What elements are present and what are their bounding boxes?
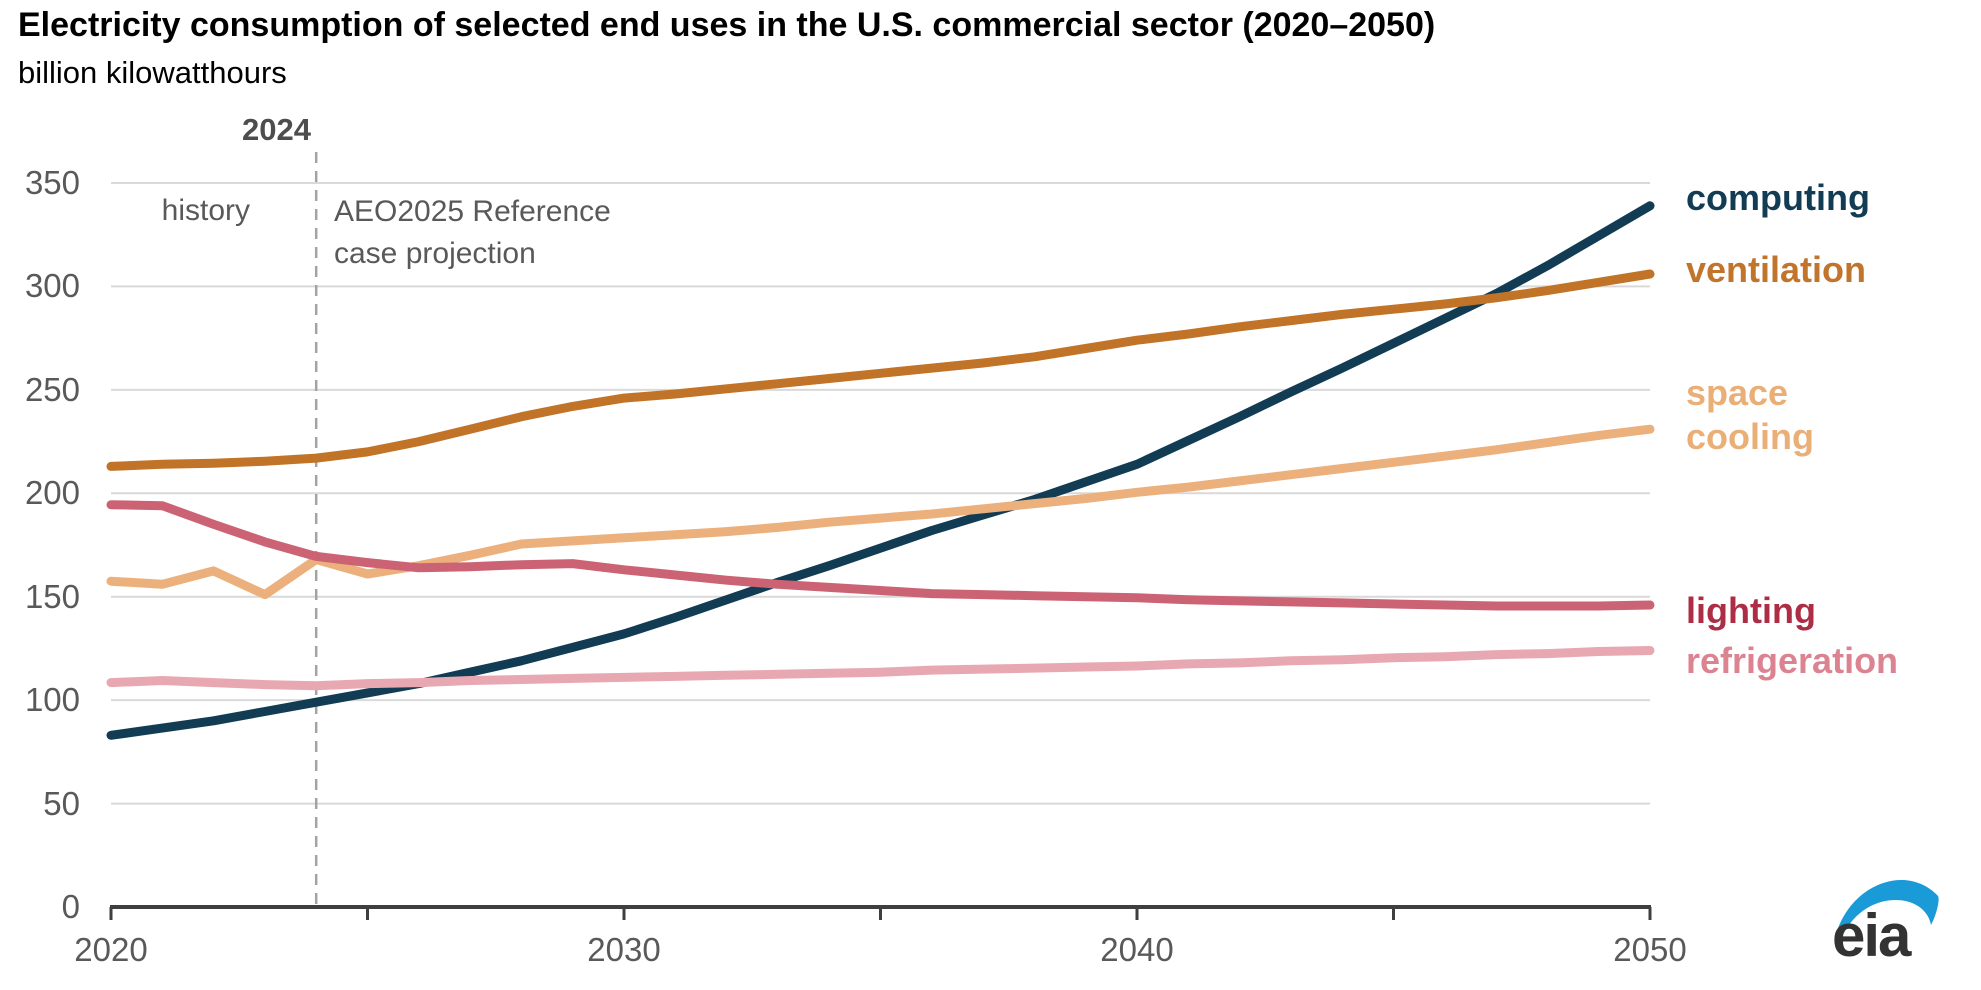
series-label-line: cooling (1686, 416, 1814, 458)
projection-annotation-line2: case projection (334, 237, 536, 270)
series-label-computing: computing (1686, 176, 1870, 220)
divider-year-label: 2024 (242, 112, 311, 147)
y-axis-tick-label-300: 300 (24, 267, 80, 305)
series-label-ventilation: ventilation (1686, 248, 1866, 292)
eia-logo-swoosh-icon (1837, 879, 1939, 935)
series-label-line: refrigeration (1686, 640, 1899, 682)
y-axis-tick-label-250: 250 (24, 370, 80, 408)
y-axis-tick-label-0: 0 (61, 888, 80, 925)
projection-annotation-line1: AEO2025 Reference (334, 195, 611, 228)
y-axis-tick-label-350: 350 (24, 164, 80, 201)
series-label-space-cooling: space cooling (1686, 371, 1814, 459)
x-axis-tick-label-2040: 2040 (1100, 931, 1174, 968)
eia-logo: eia (1832, 879, 1939, 968)
x-axis-tick-label-2030: 2030 (587, 931, 661, 968)
series-line-lighting (106, 500, 1655, 611)
y-axis-tick-label-100: 100 (24, 681, 80, 719)
y-axis-tick-label-50: 50 (43, 784, 80, 822)
series-label-refrigeration: refrigeration (1686, 639, 1898, 683)
series-label-line: space (1686, 372, 1789, 414)
chart-units-subtitle: billion kilowatthours (18, 55, 287, 90)
series-line-space-cooling (106, 424, 1655, 600)
series-line-ventilation (106, 269, 1655, 471)
series-label-line: lighting (1686, 589, 1816, 631)
series-label-lighting: lighting (1686, 589, 1816, 633)
series-label-line: ventilation (1686, 249, 1867, 291)
y-axis-tick-label-150: 150 (24, 577, 80, 615)
series-line-computing (106, 201, 1655, 740)
history-annotation: history (161, 194, 250, 227)
page-title: Electricity consumption of selected end … (18, 6, 1436, 44)
eia-logo-text: eia (1832, 902, 1912, 968)
x-axis-tick-label-2050: 2050 (1613, 931, 1687, 968)
series-line-refrigeration (106, 646, 1655, 691)
y-axis-tick-label-200: 200 (24, 474, 80, 512)
series-label-line: computing (1686, 176, 1870, 218)
x-axis-tick-label-2020: 2020 (74, 931, 148, 968)
